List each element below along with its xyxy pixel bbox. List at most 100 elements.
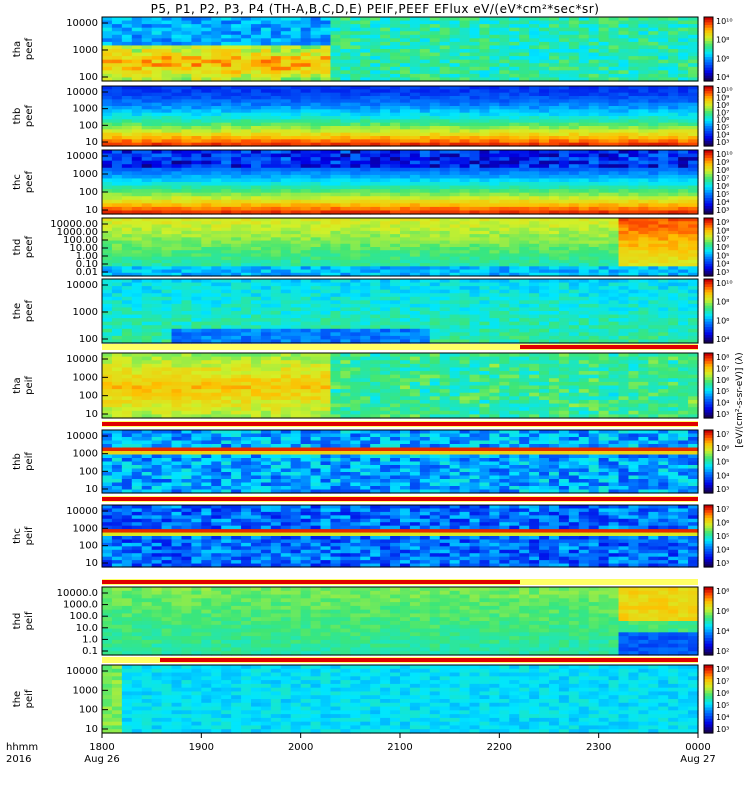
heatmap-cell	[191, 328, 202, 333]
heatmap-cell	[509, 31, 520, 36]
heatmap-cell	[400, 112, 411, 117]
heatmap-cell	[211, 139, 222, 144]
heatmap-cell	[529, 237, 540, 242]
colorbar-step	[704, 67, 713, 71]
heatmap-cell	[300, 230, 312, 235]
heatmap-cell	[598, 227, 610, 232]
heatmap-cell	[608, 126, 620, 130]
heatmap-cell	[310, 112, 322, 117]
heatmap-cell	[608, 227, 620, 232]
heatmap-cell	[469, 41, 481, 47]
heatmap-cell	[658, 17, 669, 22]
heatmap-cell	[400, 203, 411, 208]
heatmap-cell	[489, 150, 500, 155]
heatmap-cell	[161, 247, 173, 251]
heatmap-cell	[350, 230, 361, 235]
heatmap-cell	[280, 17, 292, 22]
heatmap-cell	[529, 160, 540, 165]
heatmap-cell	[499, 49, 510, 54]
heatmap-cell	[300, 282, 312, 287]
heatmap-cell	[638, 92, 649, 97]
heatmap-cell	[558, 139, 570, 144]
heatmap-cell	[280, 182, 292, 187]
heatmap-cell	[578, 45, 590, 50]
heatmap-cell	[171, 106, 183, 110]
heatmap-cell	[221, 171, 232, 176]
heatmap-cell	[191, 89, 202, 94]
heatmap-cell	[270, 282, 282, 287]
heatmap-cell	[598, 167, 610, 172]
heatmap-cell	[678, 109, 689, 114]
heatmap-cell	[519, 253, 530, 258]
heatmap-cell	[231, 24, 242, 29]
heatmap-cell	[211, 196, 222, 201]
heatmap-cell	[151, 150, 163, 155]
heatmap-cell	[121, 196, 133, 201]
heatmap-cell	[568, 199, 580, 204]
heatmap-cell	[310, 227, 322, 232]
heatmap-cell	[340, 339, 351, 344]
heatmap-cell	[310, 109, 322, 114]
heatmap-cell	[688, 269, 699, 274]
heatmap-cell	[370, 243, 381, 248]
heatmap-cell	[608, 259, 620, 264]
heatmap-cell	[539, 192, 550, 197]
heatmap-cell	[211, 234, 222, 238]
heatmap-cell	[141, 266, 153, 271]
heatmap-cell	[469, 38, 481, 43]
heatmap-cell	[102, 89, 113, 94]
colorbar-step	[704, 234, 713, 238]
heatmap-cell	[400, 142, 411, 147]
heatmap-cell	[678, 96, 689, 100]
heatmap-cell	[260, 250, 272, 255]
heatmap-cell	[360, 189, 371, 194]
heatmap-cell	[300, 34, 312, 39]
heatmap-cell	[161, 300, 173, 305]
heatmap-cell	[479, 34, 490, 39]
heatmap-cell	[221, 314, 232, 319]
heatmap-cell	[370, 56, 381, 61]
heatmap-cell	[330, 189, 341, 194]
heatmap-cell	[439, 167, 451, 172]
heatmap-cell	[539, 77, 550, 82]
heatmap-cell	[638, 96, 649, 100]
heatmap-cell	[618, 234, 630, 238]
heatmap-cell	[161, 203, 173, 208]
heatmap-cell	[191, 153, 202, 158]
heatmap-cell	[469, 86, 481, 90]
heatmap-cell	[449, 52, 461, 57]
heatmap-cell	[290, 153, 302, 158]
heatmap-cell	[489, 126, 500, 130]
heatmap-cell	[161, 27, 173, 32]
heatmap-cell	[270, 307, 282, 312]
heatmap-cell	[390, 167, 401, 172]
heatmap-cell	[360, 96, 371, 100]
heatmap-cell	[370, 49, 381, 54]
heatmap-cell	[211, 38, 222, 43]
heatmap-cell	[251, 132, 262, 137]
heatmap-cell	[221, 106, 232, 110]
heatmap-cell	[648, 129, 659, 134]
heatmap-cell	[340, 269, 351, 274]
heatmap-cell	[568, 66, 580, 71]
heatmap-cell	[131, 206, 143, 212]
heatmap-cell	[688, 153, 699, 158]
heatmap-cell	[380, 99, 391, 104]
heatmap-cell	[439, 73, 451, 79]
ytick-label: 100	[79, 120, 98, 131]
heatmap-cell	[449, 66, 461, 71]
heatmap-cell	[688, 196, 699, 201]
heatmap-cell	[608, 192, 620, 197]
heatmap-cell	[509, 92, 520, 97]
heatmap-cell	[330, 293, 341, 298]
heatmap-cell	[201, 99, 212, 104]
heatmap-cell	[211, 34, 222, 39]
heatmap-cell	[678, 132, 689, 137]
colorbar-frame	[703, 149, 714, 215]
heatmap-cell	[459, 167, 471, 172]
heatmap-cell	[539, 102, 550, 107]
heatmap-cell	[370, 20, 381, 25]
heatmap-cell	[449, 63, 461, 68]
heatmap-cell	[360, 237, 371, 242]
heatmap-cell	[241, 122, 252, 127]
